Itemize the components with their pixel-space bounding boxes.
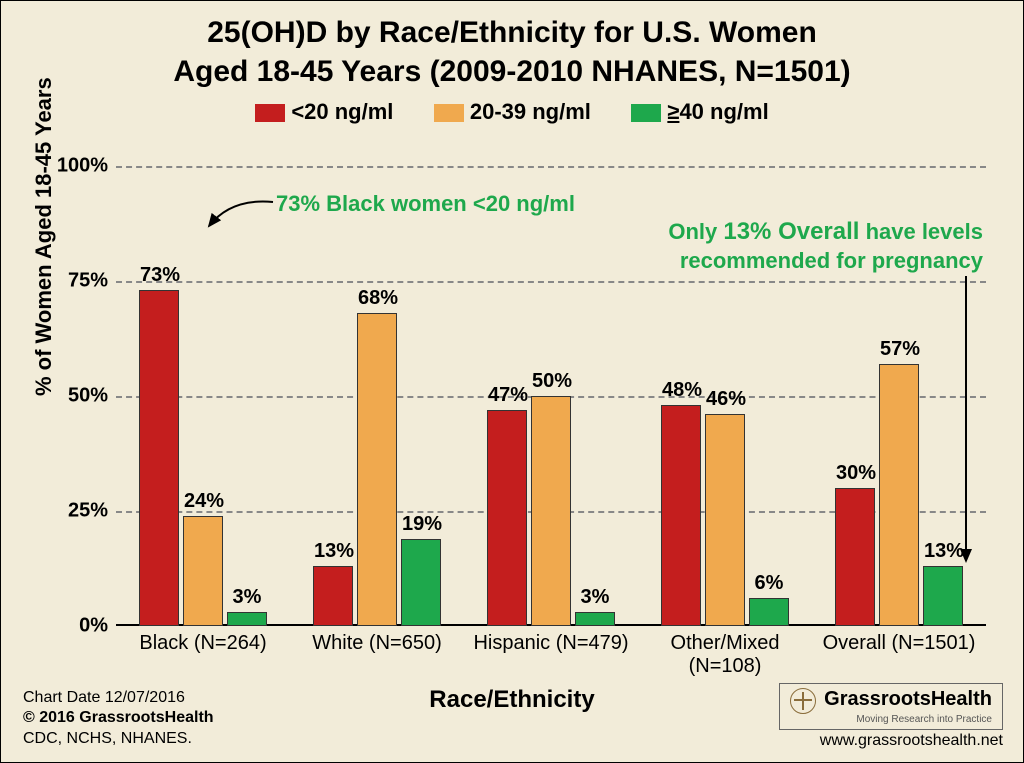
- bar-value-label: 13%: [314, 540, 352, 563]
- legend-ge-icon: ≥: [667, 99, 679, 124]
- bar: 73%: [139, 290, 179, 626]
- y-tick-label: 75%: [68, 270, 108, 293]
- legend-label-1: 20-39 ng/ml: [470, 99, 591, 124]
- bar-value-label: 46%: [706, 388, 744, 411]
- category-label: Overall (N=1501): [812, 632, 986, 655]
- bar-value-label: 6%: [750, 572, 788, 595]
- legend-item-2: ≥40 ng/ml: [631, 99, 768, 125]
- bar-value-label: 68%: [358, 287, 396, 310]
- footer-right: GrassrootsHealth Moving Research into Pr…: [779, 683, 1003, 750]
- brand-box: GrassrootsHealth Moving Research into Pr…: [779, 683, 1003, 730]
- bar: 13%: [313, 566, 353, 626]
- chart-container: 25(OH)D by Race/Ethnicity for U.S. Women…: [0, 0, 1024, 763]
- sources: CDC, NCHS, NHANES.: [23, 729, 214, 750]
- bar-value-label: 73%: [140, 264, 178, 287]
- bar: 47%: [487, 410, 527, 626]
- y-tick-label: 100%: [57, 155, 108, 178]
- bar-value-label: 47%: [488, 384, 526, 407]
- chart-title: 25(OH)D by Race/Ethnicity for U.S. Women…: [1, 1, 1023, 91]
- y-tick-label: 50%: [68, 385, 108, 408]
- vitruvian-icon: [790, 688, 816, 714]
- bar: 57%: [879, 364, 919, 626]
- bar: 13%: [923, 566, 963, 626]
- bar-value-label: 57%: [880, 338, 918, 361]
- bar-value-label: 3%: [576, 586, 614, 609]
- title-line2: Aged 18-45 Years (2009-2010 NHANES, N=15…: [173, 55, 850, 88]
- y-tick-label: 0%: [79, 615, 108, 638]
- brand-url: www.grassrootshealth.net: [779, 732, 1003, 750]
- legend-label-2: 40 ng/ml: [679, 99, 768, 124]
- legend-item-1: 20-39 ng/ml: [434, 99, 591, 125]
- bar: 48%: [661, 405, 701, 626]
- category-label: Other/Mixed(N=108): [638, 632, 812, 678]
- legend-item-0: <20 ng/ml: [255, 99, 393, 125]
- annotation-overall-only: Only: [668, 219, 723, 244]
- bar: 68%: [357, 313, 397, 626]
- annotation-black: 73% Black women <20 ng/ml: [276, 191, 575, 217]
- bar: 30%: [835, 488, 875, 626]
- bar: 19%: [401, 539, 441, 626]
- category-label: White (N=650): [290, 632, 464, 655]
- footer-left: Chart Date 12/07/2016 © 2016 GrassrootsH…: [23, 688, 214, 750]
- legend-swatch-0: [255, 104, 285, 122]
- copyright: © 2016 GrassrootsHealth: [23, 708, 214, 729]
- category-label: Black (N=264): [116, 632, 290, 655]
- y-tick-label: 25%: [68, 500, 108, 523]
- category-label: Hispanic (N=479): [464, 632, 638, 655]
- annotation-overall-rest2: recommended for pregnancy: [680, 248, 983, 273]
- bar-value-label: 50%: [532, 370, 570, 393]
- bar-value-label: 3%: [228, 586, 266, 609]
- legend: <20 ng/ml 20-39 ng/ml ≥40 ng/ml: [1, 99, 1023, 125]
- bar: 3%: [575, 612, 615, 626]
- bar-group: 73%24%3%Black (N=264): [116, 166, 290, 626]
- annotation-overall-pct: 13% Overall: [723, 218, 859, 245]
- bar: 24%: [183, 516, 223, 626]
- bar-value-label: 13%: [924, 540, 962, 563]
- bar-value-label: 19%: [402, 513, 440, 536]
- y-axis-label: % of Women Aged 18-45 Years: [31, 77, 57, 396]
- bar-group: 13%68%19%White (N=650): [290, 166, 464, 626]
- bar: 46%: [705, 414, 745, 626]
- bar: 3%: [227, 612, 267, 626]
- bar-group: 47%50%3%Hispanic (N=479): [464, 166, 638, 626]
- bar: 50%: [531, 396, 571, 626]
- bar-value-label: 30%: [836, 462, 874, 485]
- chart-date: Chart Date 12/07/2016: [23, 688, 214, 709]
- brand-name: GrassrootsHealth: [824, 688, 992, 710]
- legend-label-0: <20 ng/ml: [291, 99, 393, 124]
- annotation-overall: Only 13% Overall have levels recommended…: [668, 216, 983, 276]
- legend-swatch-1: [434, 104, 464, 122]
- bar: 6%: [749, 598, 789, 626]
- legend-swatch-2: [631, 104, 661, 122]
- bar-value-label: 48%: [662, 379, 700, 402]
- brand-tag: Moving Research into Practice: [790, 714, 992, 725]
- annotation-overall-rest1: have levels: [859, 219, 983, 244]
- title-line1: 25(OH)D by Race/Ethnicity for U.S. Women: [207, 16, 817, 49]
- annotation-black-text: 73% Black women <20 ng/ml: [276, 191, 575, 216]
- bar-value-label: 24%: [184, 490, 222, 513]
